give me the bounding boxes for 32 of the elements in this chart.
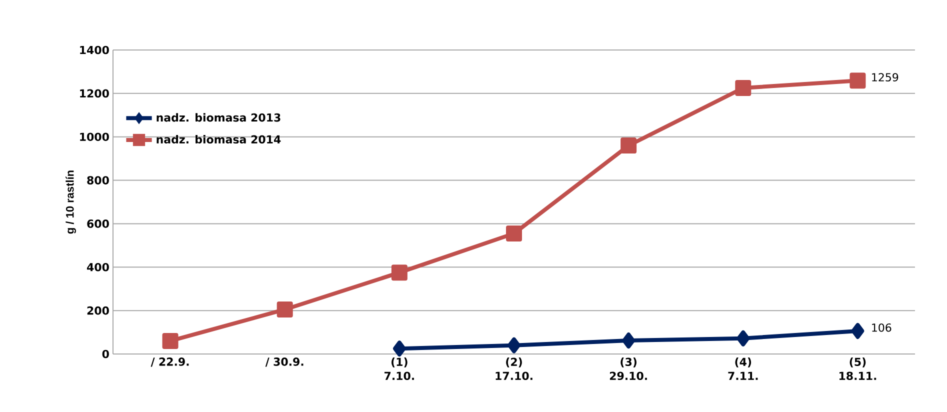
y-tick-label: 1000 [80, 132, 109, 142]
y-tick-label: 400 [86, 262, 109, 272]
point [851, 322, 864, 339]
data-label: 1259 [872, 73, 898, 82]
x-tick-label: (4) 7.11. [728, 358, 758, 380]
point [506, 225, 522, 242]
y-tick-label: 0 [102, 350, 109, 358]
point [850, 72, 866, 89]
point [276, 301, 293, 318]
point [392, 340, 406, 357]
data-label: 106 [872, 323, 892, 332]
x-tick-label: (2) 17.10. [496, 358, 532, 380]
point [620, 138, 637, 154]
point [162, 332, 178, 349]
x-tick-label: (1) 7.10. [384, 358, 414, 380]
y-tick-label: 800 [87, 176, 109, 184]
x-tick-label: / 22.9. [150, 358, 189, 367]
x-tick-label: (3) 29.10. [610, 358, 647, 380]
x-tick-label: / 30.9. [265, 358, 304, 367]
y-tick-label: 1400 [80, 46, 109, 54]
y-tick-label: 200 [87, 306, 109, 315]
point [391, 264, 408, 281]
point [736, 330, 750, 346]
point [622, 332, 636, 349]
point [735, 80, 752, 96]
y-tick-label: 1200 [80, 89, 109, 98]
x-tick-label: (5) 18.11. [839, 358, 876, 380]
legend-label: nadz. biomasa 2014 [156, 135, 281, 144]
point [508, 337, 521, 354]
legend-label: nadz. biomasa 2013 [156, 113, 280, 122]
y-axis-title: g / 10 rastlín [66, 170, 76, 234]
y-tick-label: 600 [87, 220, 109, 228]
